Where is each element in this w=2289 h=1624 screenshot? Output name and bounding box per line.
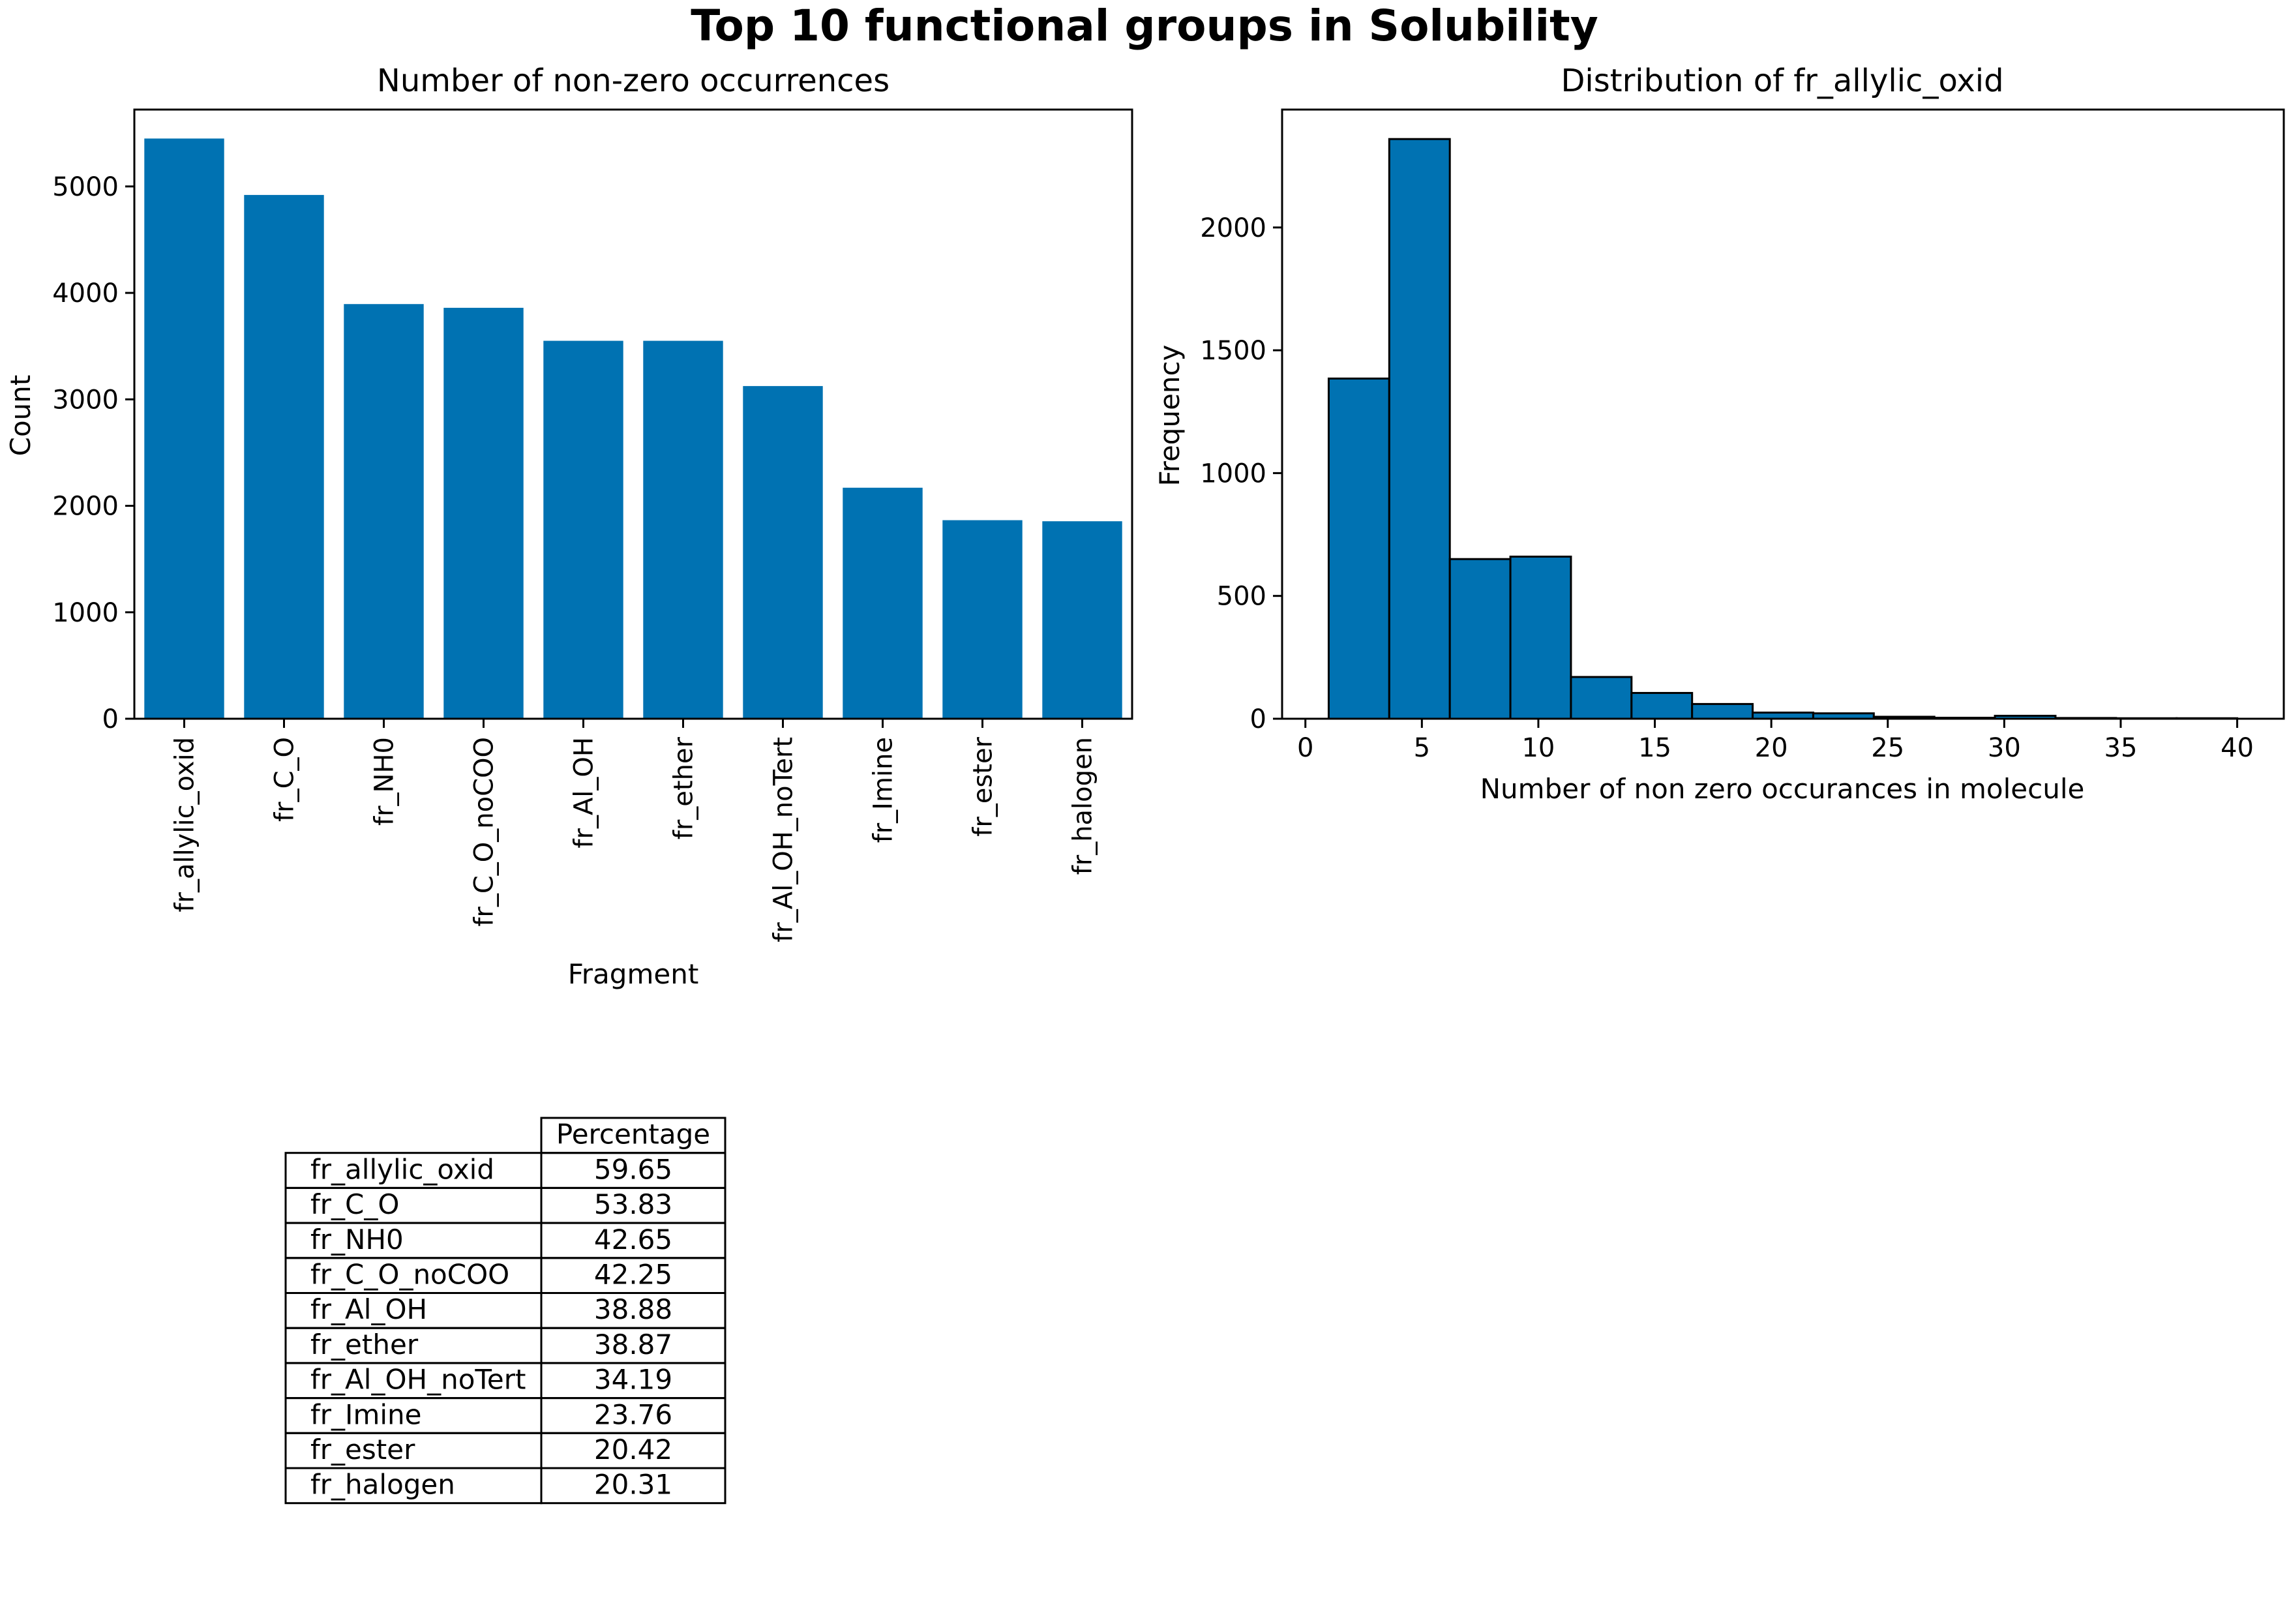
table-row-value: 38.87 bbox=[594, 1329, 672, 1361]
bar-chart-title: Number of non-zero occurrences bbox=[377, 63, 890, 99]
table-row-label: fr_Al_OH_noTert bbox=[310, 1364, 526, 1396]
histogram-chart: Distribution of fr_allylic_oxid 05001000… bbox=[1154, 63, 2285, 805]
bar-y-tick-label: 2000 bbox=[52, 492, 119, 522]
bar-x-tick-label: fr_C_O_noCOO bbox=[470, 737, 500, 927]
histogram-x-tick-label: 20 bbox=[1755, 733, 1788, 763]
bar-x-tick-label: fr_Imine bbox=[869, 737, 899, 843]
table-row-value: 42.25 bbox=[594, 1259, 672, 1291]
histogram-bin bbox=[1388, 138, 1451, 720]
histogram-marks bbox=[1327, 138, 2239, 720]
bar-fr_C_O bbox=[244, 194, 324, 719]
bar-fr_allylic_oxid bbox=[144, 138, 224, 719]
table-value-cell bbox=[540, 1467, 726, 1505]
histogram-y-tick-label: 1000 bbox=[1200, 459, 1266, 489]
bar-x-axis: fr_allylic_oxid fr_C_O fr_NH0 fr_C_O_noCOO f… bbox=[170, 719, 1098, 942]
table-row-value: 23.76 bbox=[594, 1398, 672, 1430]
histogram-y-tick-label: 2000 bbox=[1200, 213, 1266, 243]
histogram-bin bbox=[1570, 676, 1633, 720]
table-row-label: fr_allylic_oxid bbox=[310, 1153, 494, 1185]
bar-x-tick-label: fr_allylic_oxid bbox=[170, 737, 200, 912]
bar-y-axis: 0 1000 2000 3000 4000 5000 bbox=[52, 172, 134, 734]
bar-y-axis-label: Count bbox=[5, 375, 37, 457]
histogram-y-tick-label: 1500 bbox=[1200, 336, 1266, 366]
histogram-x-tick-label: 35 bbox=[2104, 733, 2138, 763]
bar-x-tick-label: fr_Al_OH_noTert bbox=[769, 737, 799, 942]
table-row-value: 34.19 bbox=[594, 1364, 672, 1396]
bar-fr_C_O_noCOO bbox=[443, 307, 524, 719]
bar-marks bbox=[144, 138, 1122, 719]
histogram-y-tick-label: 500 bbox=[1217, 582, 1266, 612]
histogram-y-axis: 0 500 1000 1500 2000 bbox=[1200, 213, 1282, 734]
bar-y-tick-label: 5000 bbox=[52, 172, 119, 202]
bar-x-tick-label: fr_ester bbox=[968, 736, 998, 836]
histogram-bin bbox=[1630, 691, 1694, 720]
histogram-x-tick-label: 0 bbox=[1297, 733, 1313, 763]
bar-x-tick-label: fr_Al_OH bbox=[569, 737, 599, 849]
bar-y-tick-label: 3000 bbox=[52, 385, 119, 415]
histogram-frame bbox=[1281, 108, 2285, 720]
bar-fr_ester bbox=[942, 520, 1023, 719]
table-row-value: 53.83 bbox=[594, 1188, 672, 1220]
bar-y-tick-label: 1000 bbox=[52, 598, 119, 628]
figure-suptitle: Top 10 functional groups in Solubility bbox=[691, 1, 1598, 51]
histogram-bin bbox=[1448, 558, 1512, 720]
table-row-label: fr_ether bbox=[310, 1329, 419, 1361]
table-row-label: fr_C_O_noCOO bbox=[310, 1259, 509, 1291]
bar-fr_Al_OH_noTert bbox=[743, 385, 823, 719]
histogram-x-axis-label: Number of non zero occurances in molecul… bbox=[1480, 773, 2085, 805]
table-row-value: 20.42 bbox=[594, 1434, 672, 1466]
table-row-label: fr_NH0 bbox=[310, 1224, 404, 1256]
table-column-header: Percentage bbox=[556, 1119, 710, 1150]
table-row-value: 20.31 bbox=[594, 1469, 672, 1501]
bar-fr_NH0 bbox=[344, 304, 424, 719]
bar-x-tick-label: fr_halogen bbox=[1068, 737, 1098, 875]
histogram-x-tick-label: 10 bbox=[1521, 733, 1555, 763]
table-row-value: 59.65 bbox=[594, 1153, 672, 1185]
bar-x-tick-label: fr_C_O bbox=[270, 737, 300, 822]
bar-fr_Imine bbox=[843, 487, 923, 719]
bar-x-axis-label: Fragment bbox=[568, 958, 699, 990]
percentage-table: Percentage fr_allylic_oxid 59.65 fr_C_O 53.8… bbox=[284, 1117, 726, 1505]
histogram-bin bbox=[1327, 377, 1390, 720]
histogram-y-axis-label: Frequency bbox=[1154, 345, 1186, 487]
bar-chart-frame bbox=[133, 108, 1133, 720]
histogram-title: Distribution of fr_allylic_oxid bbox=[1561, 63, 2003, 99]
table-row-label: fr_C_O bbox=[310, 1188, 399, 1220]
histogram-x-tick-label: 40 bbox=[2221, 733, 2254, 763]
table-row-value: 38.88 bbox=[594, 1293, 672, 1325]
bar-fr_ether bbox=[643, 340, 723, 719]
table-row-value: 42.65 bbox=[594, 1224, 672, 1256]
histogram-x-axis: 0 5 10 15 20 25 30 35 40 bbox=[1297, 719, 2254, 763]
bar-y-tick-label: 4000 bbox=[52, 278, 119, 308]
bar-chart: Number of non-zero occurrences 0 1000 2000… bbox=[5, 63, 1133, 990]
table-row-label: fr_Al_OH bbox=[310, 1293, 427, 1325]
histogram-x-tick-label: 5 bbox=[1414, 733, 1430, 763]
histogram-x-tick-label: 15 bbox=[1638, 733, 1671, 763]
bar-fr_halogen bbox=[1042, 521, 1122, 719]
bar-x-tick-label: fr_NH0 bbox=[370, 737, 400, 826]
histogram-x-tick-label: 25 bbox=[1871, 733, 1904, 763]
bar-fr_Al_OH bbox=[543, 340, 623, 719]
bar-y-tick-label: 0 bbox=[102, 704, 119, 734]
histogram-bin bbox=[1509, 555, 1572, 720]
histogram-y-tick-label: 0 bbox=[1250, 704, 1266, 734]
table-row-label: fr_ester bbox=[310, 1434, 415, 1466]
table-row-label: fr_halogen bbox=[310, 1469, 455, 1501]
histogram-bin bbox=[1691, 702, 1754, 720]
histogram-x-tick-label: 30 bbox=[1988, 733, 2021, 763]
bar-x-tick-label: fr_ether bbox=[669, 736, 699, 839]
table-row-label: fr_Imine bbox=[310, 1398, 421, 1430]
